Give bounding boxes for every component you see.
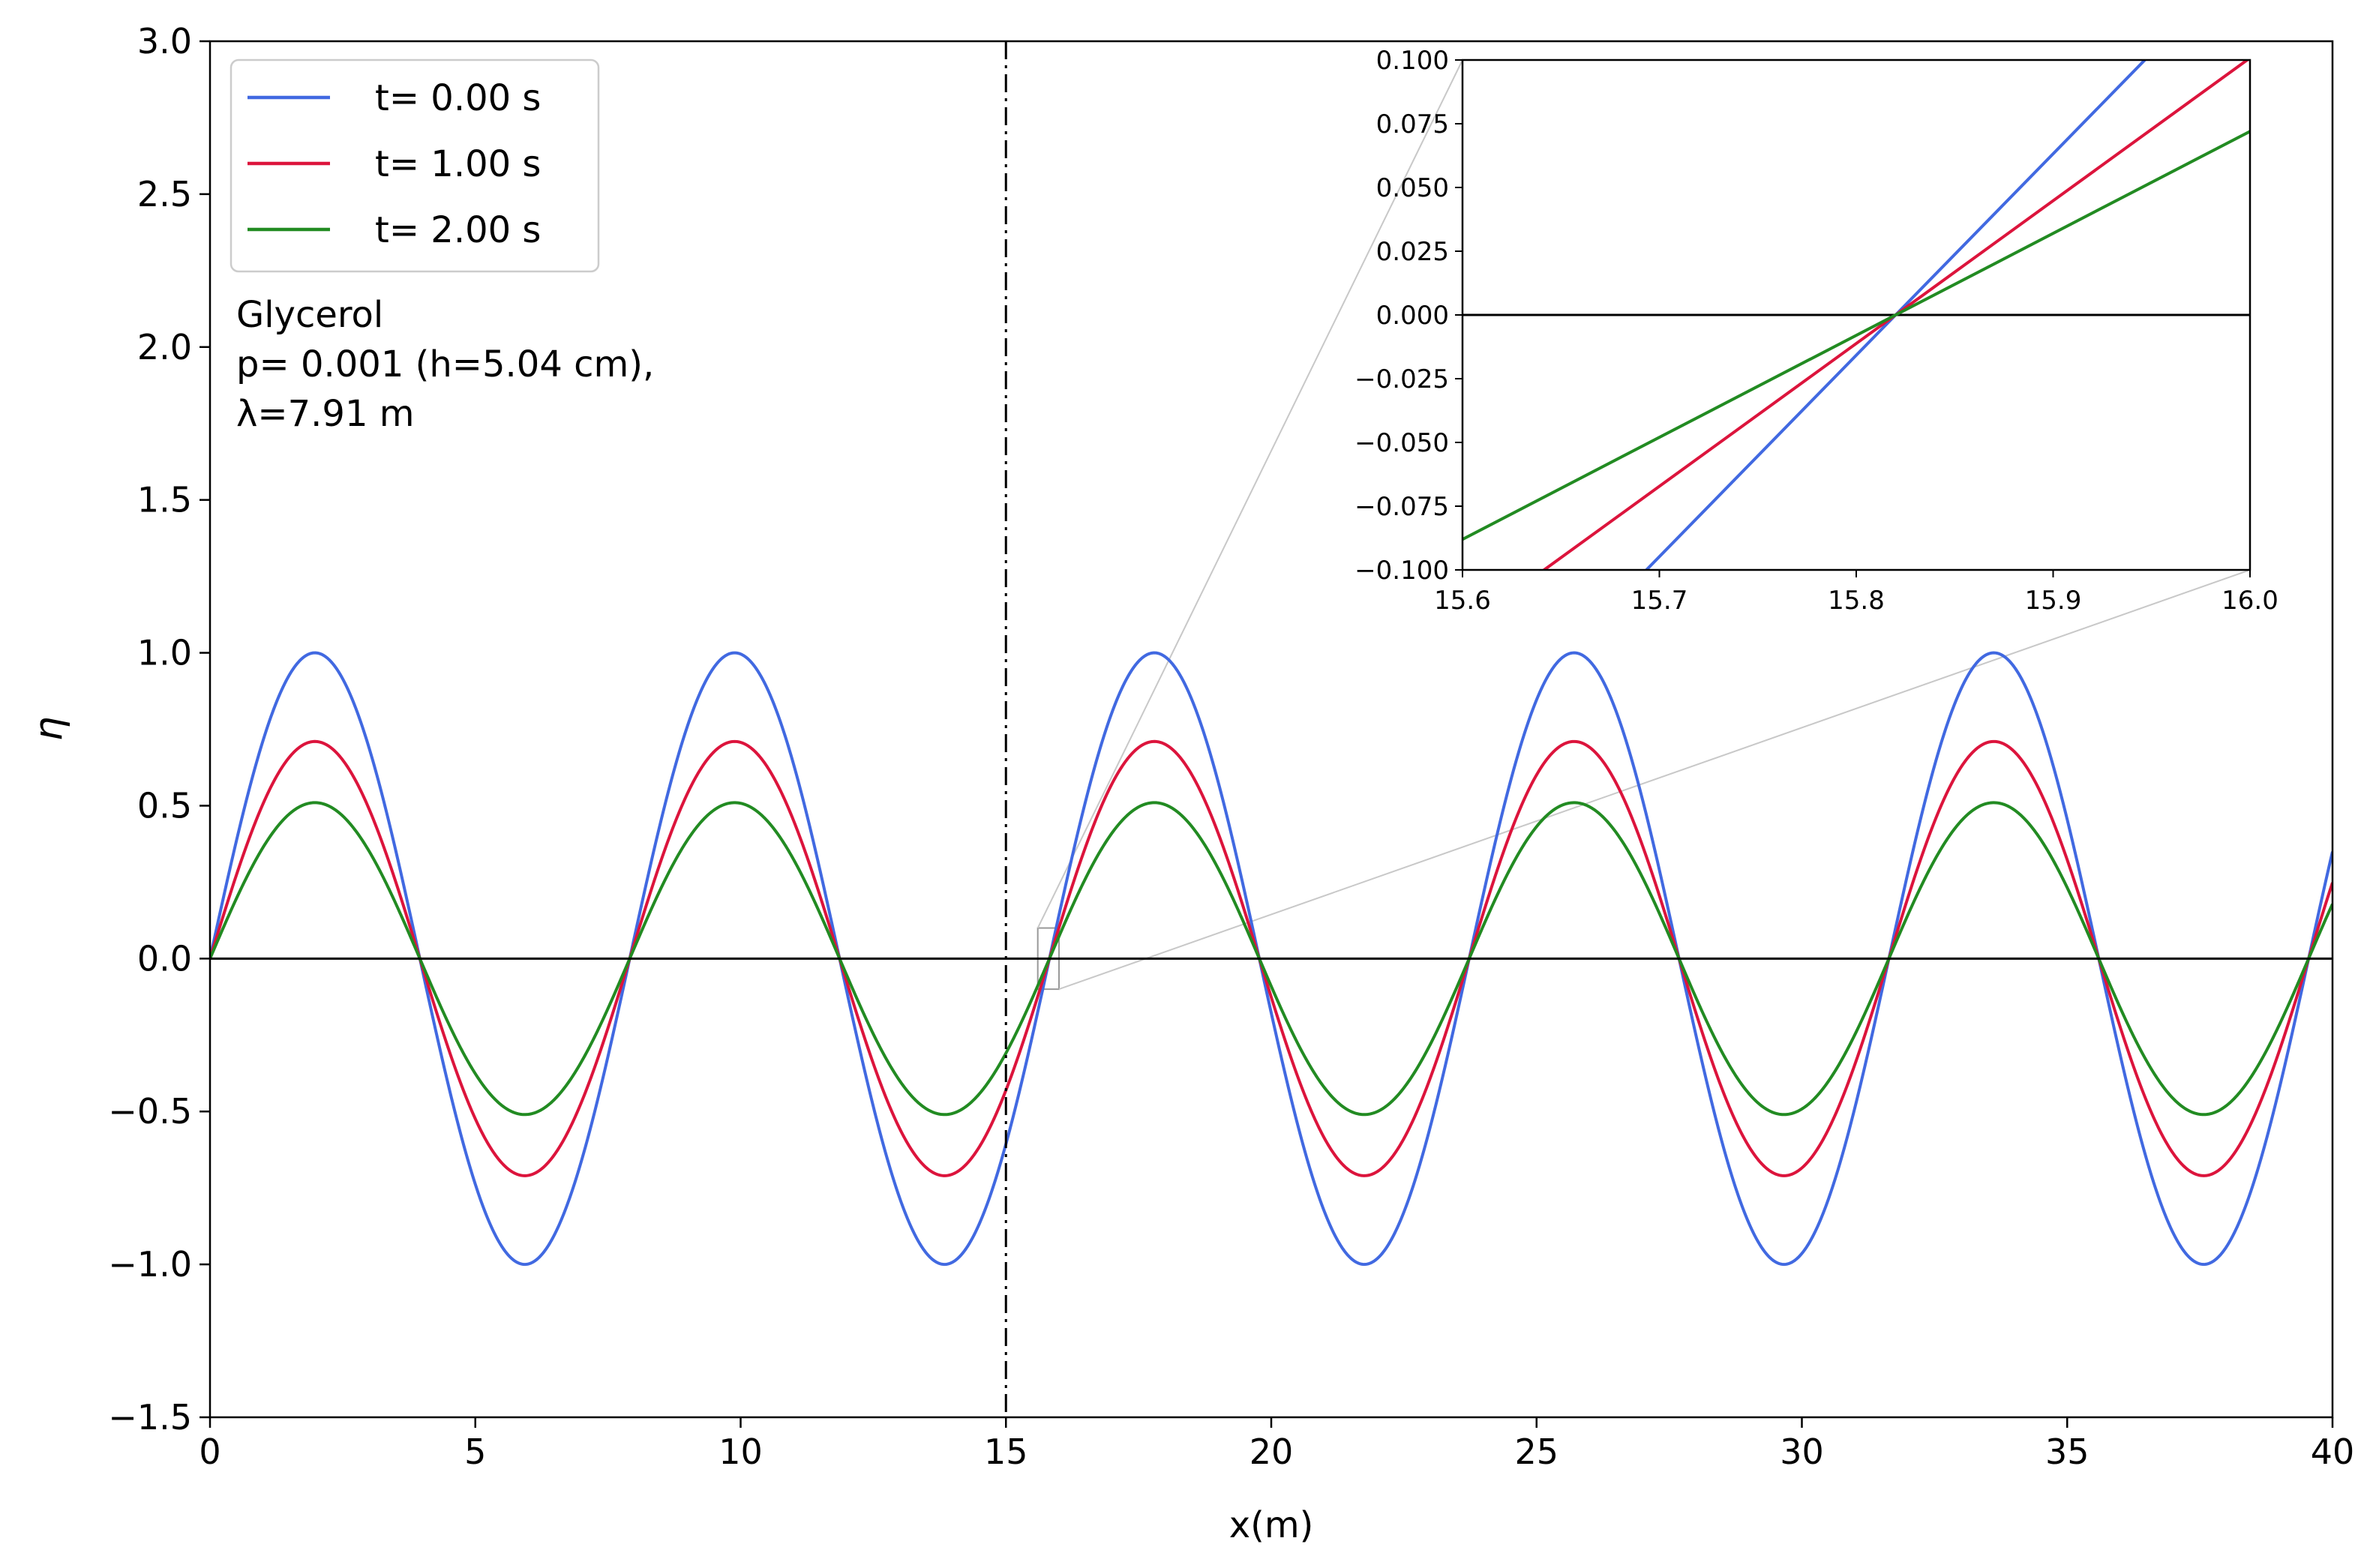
- inset-x-tick-label: 16.0: [2222, 586, 2278, 616]
- main-y-ticks: −1.5 −1.0 −0.5 0.0 0.5 1.0 1.5 2.0 2.5 3.0: [108, 21, 210, 1438]
- series-line-2: [210, 739, 2332, 1177]
- inset-y-tick-label: 0.075: [1376, 109, 1449, 139]
- annotation-line-3: λ=7.91 m: [236, 393, 415, 435]
- x-tick-label: 20: [1250, 1432, 1294, 1472]
- zoom-connector-line: [1058, 569, 2251, 991]
- y-tick-label: 1.0: [137, 633, 192, 673]
- annotation-line-2: p= 0.001 (h=5.04 cm),: [236, 343, 654, 385]
- inset-y-tick-label: 0.000: [1376, 301, 1449, 331]
- y-tick-label: 0.5: [137, 785, 192, 826]
- y-tick-label: 0.0: [137, 938, 192, 979]
- inset-x-tick-label: 15.6: [1434, 586, 1491, 616]
- y-tick-label: −0.5: [108, 1091, 192, 1132]
- inset-x-tick-label: 15.7: [1631, 586, 1688, 616]
- inset-y-tick-label: −0.050: [1354, 428, 1449, 458]
- y-tick-label: 3.0: [137, 21, 192, 61]
- main-x-ticks: 0 5 10 15 20 25 30 35 40: [199, 1417, 2354, 1472]
- x-tick-label: 25: [1514, 1432, 1558, 1472]
- legend-label: t= 0.00 s: [375, 77, 541, 119]
- y-tick-label: 2.5: [137, 174, 192, 214]
- inset-series-line-1: [1644, 60, 2147, 570]
- inset-x-tick-label: 15.8: [1828, 586, 1885, 616]
- x-tick-label: 10: [718, 1432, 763, 1472]
- zoom-connector-line: [1036, 59, 1463, 928]
- inset-y-tick-label: 0.050: [1376, 173, 1449, 203]
- x-tick-label: 0: [199, 1432, 220, 1472]
- x-tick-label: 5: [464, 1432, 486, 1472]
- inset-y-tick-label: −0.075: [1354, 492, 1449, 522]
- inset-y-tick-label: 0.100: [1376, 46, 1449, 76]
- y-tick-label: 1.5: [137, 480, 192, 520]
- main-reference-lines: [210, 41, 2332, 1417]
- inset-y-tick-label: −0.100: [1354, 556, 1449, 586]
- y-axis-label: η: [26, 717, 71, 742]
- inset-y-tick-label: 0.025: [1376, 237, 1449, 267]
- series-line-3: [210, 801, 2332, 1117]
- legend-label: t= 2.00 s: [375, 209, 541, 251]
- annotation-line-1: Glycerol: [236, 294, 383, 336]
- inset-x-ticks: 15.6 15.7 15.8 15.9 16.0: [1434, 570, 2278, 616]
- x-tick-label: 40: [2311, 1432, 2355, 1472]
- main-series-group: [210, 651, 2332, 1267]
- x-tick-label: 15: [984, 1432, 1028, 1472]
- inset-y-tick-label: −0.025: [1354, 364, 1449, 394]
- y-tick-label: 2.0: [137, 327, 192, 367]
- inset-x-tick-label: 15.9: [2025, 586, 2082, 616]
- x-tick-label: 30: [1780, 1432, 1824, 1472]
- x-tick-label: 35: [2045, 1432, 2090, 1472]
- legend: t= 0.00 s t= 1.00 s t= 2.00 s: [230, 58, 600, 273]
- inset-y-ticks: −0.100 −0.075 −0.050 −0.025 0.000 0.025 0.050 0…: [1354, 46, 1462, 586]
- legend-label: t= 1.00 s: [375, 143, 541, 185]
- y-tick-label: −1.5: [108, 1397, 192, 1438]
- inset-plot-area: 15.6 15.7 15.8 15.9 16.0 −0.100−0.075−0.050−…: [1354, 46, 2278, 616]
- inset-series-group: [1462, 60, 2250, 570]
- y-tick-label: −1.0: [108, 1244, 192, 1285]
- legend-box: [230, 58, 600, 273]
- annotation-text: Glycerol p= 0.001 (h=5.04 cm), λ=7.91 m: [236, 294, 654, 435]
- series-line-1: [210, 651, 2332, 1267]
- inset-series-line-2: [1541, 60, 2250, 570]
- x-axis-label: x(m): [1229, 1504, 1314, 1546]
- inset-series-line-3: [1462, 129, 2250, 541]
